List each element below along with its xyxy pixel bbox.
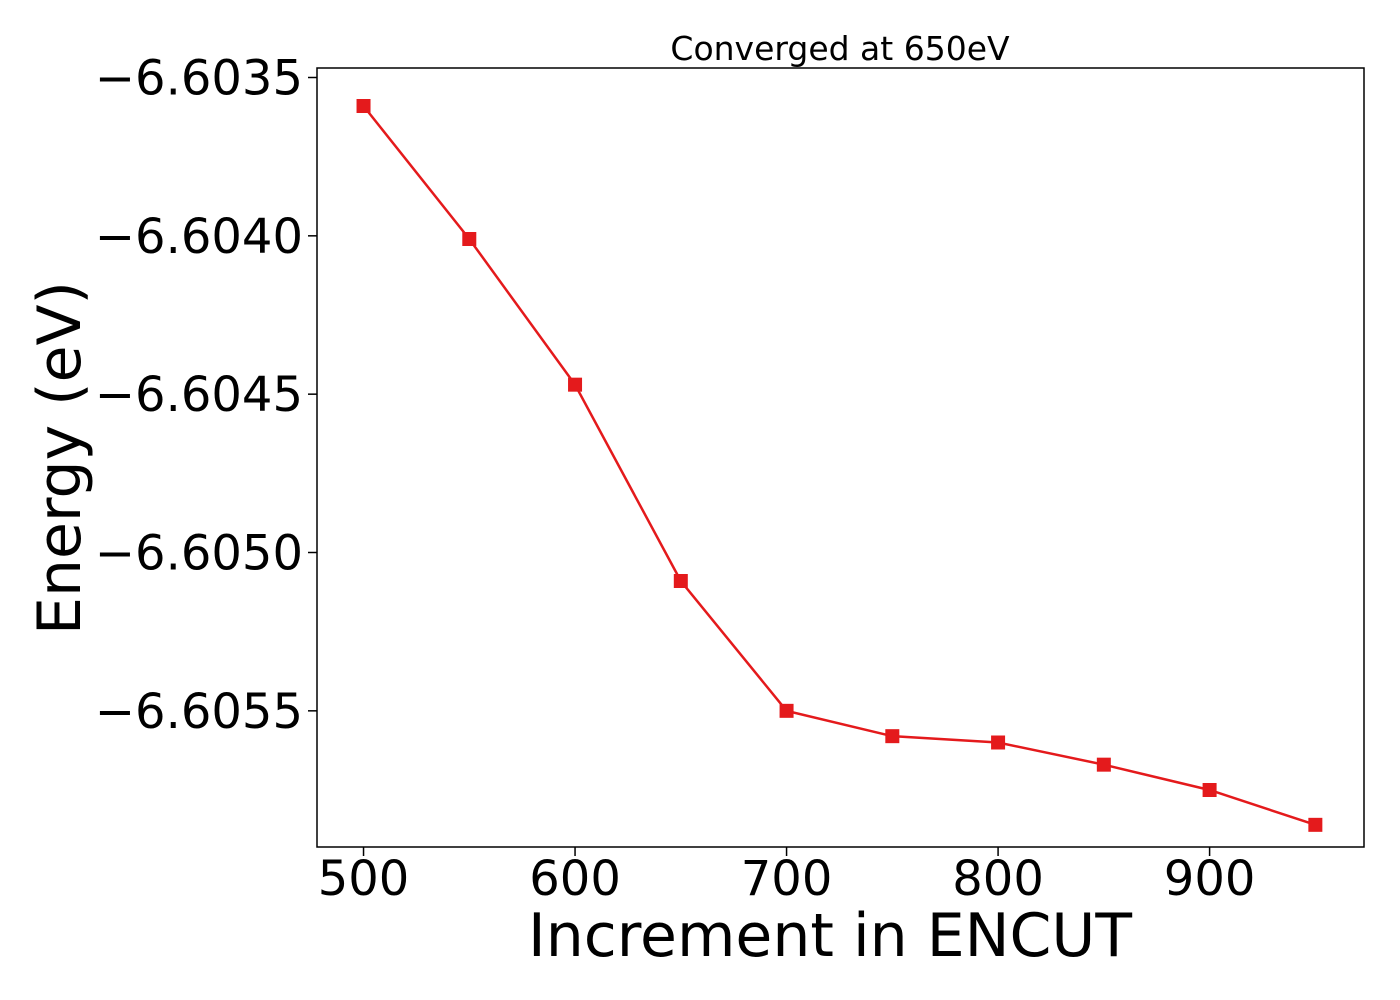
x-tick-label: 500 bbox=[318, 851, 410, 907]
y-tick-label: −6.6050 bbox=[95, 526, 303, 582]
x-tick-label: 700 bbox=[741, 851, 833, 907]
x-tick-label: 800 bbox=[952, 851, 1044, 907]
plot-series bbox=[356, 99, 1323, 832]
y-tick-label: −6.6055 bbox=[95, 684, 303, 740]
x-tick-label: 600 bbox=[529, 851, 621, 907]
x-axis-ticks: 500 600 700 800 900 bbox=[318, 847, 1256, 907]
data-point-marker bbox=[1096, 757, 1111, 772]
x-tick-label: 900 bbox=[1164, 851, 1256, 907]
data-point-marker bbox=[885, 729, 900, 744]
data-point-marker bbox=[568, 377, 583, 392]
x-axis-label: Increment in ENCUT bbox=[528, 901, 1132, 971]
chart-title: Converged at 650eV bbox=[670, 29, 1010, 68]
data-point-marker bbox=[1308, 817, 1323, 832]
data-point-marker bbox=[991, 735, 1006, 750]
y-axis-ticks: −6.6035 −6.6040 −6.6045 −6.6050 −6.6055 bbox=[95, 51, 317, 740]
data-point-marker bbox=[462, 232, 477, 246]
data-point-marker bbox=[1202, 783, 1217, 797]
data-point-marker bbox=[779, 703, 794, 718]
data-point-marker bbox=[673, 574, 688, 588]
y-tick-label: −6.6045 bbox=[95, 367, 303, 423]
data-point-marker bbox=[356, 99, 371, 113]
series-line bbox=[362, 105, 1316, 827]
y-tick-label: −6.6035 bbox=[95, 51, 303, 107]
plot-frame bbox=[316, 67, 1365, 848]
y-axis-label: Energy (eV) bbox=[25, 281, 95, 635]
y-tick-label: −6.6040 bbox=[95, 209, 303, 265]
